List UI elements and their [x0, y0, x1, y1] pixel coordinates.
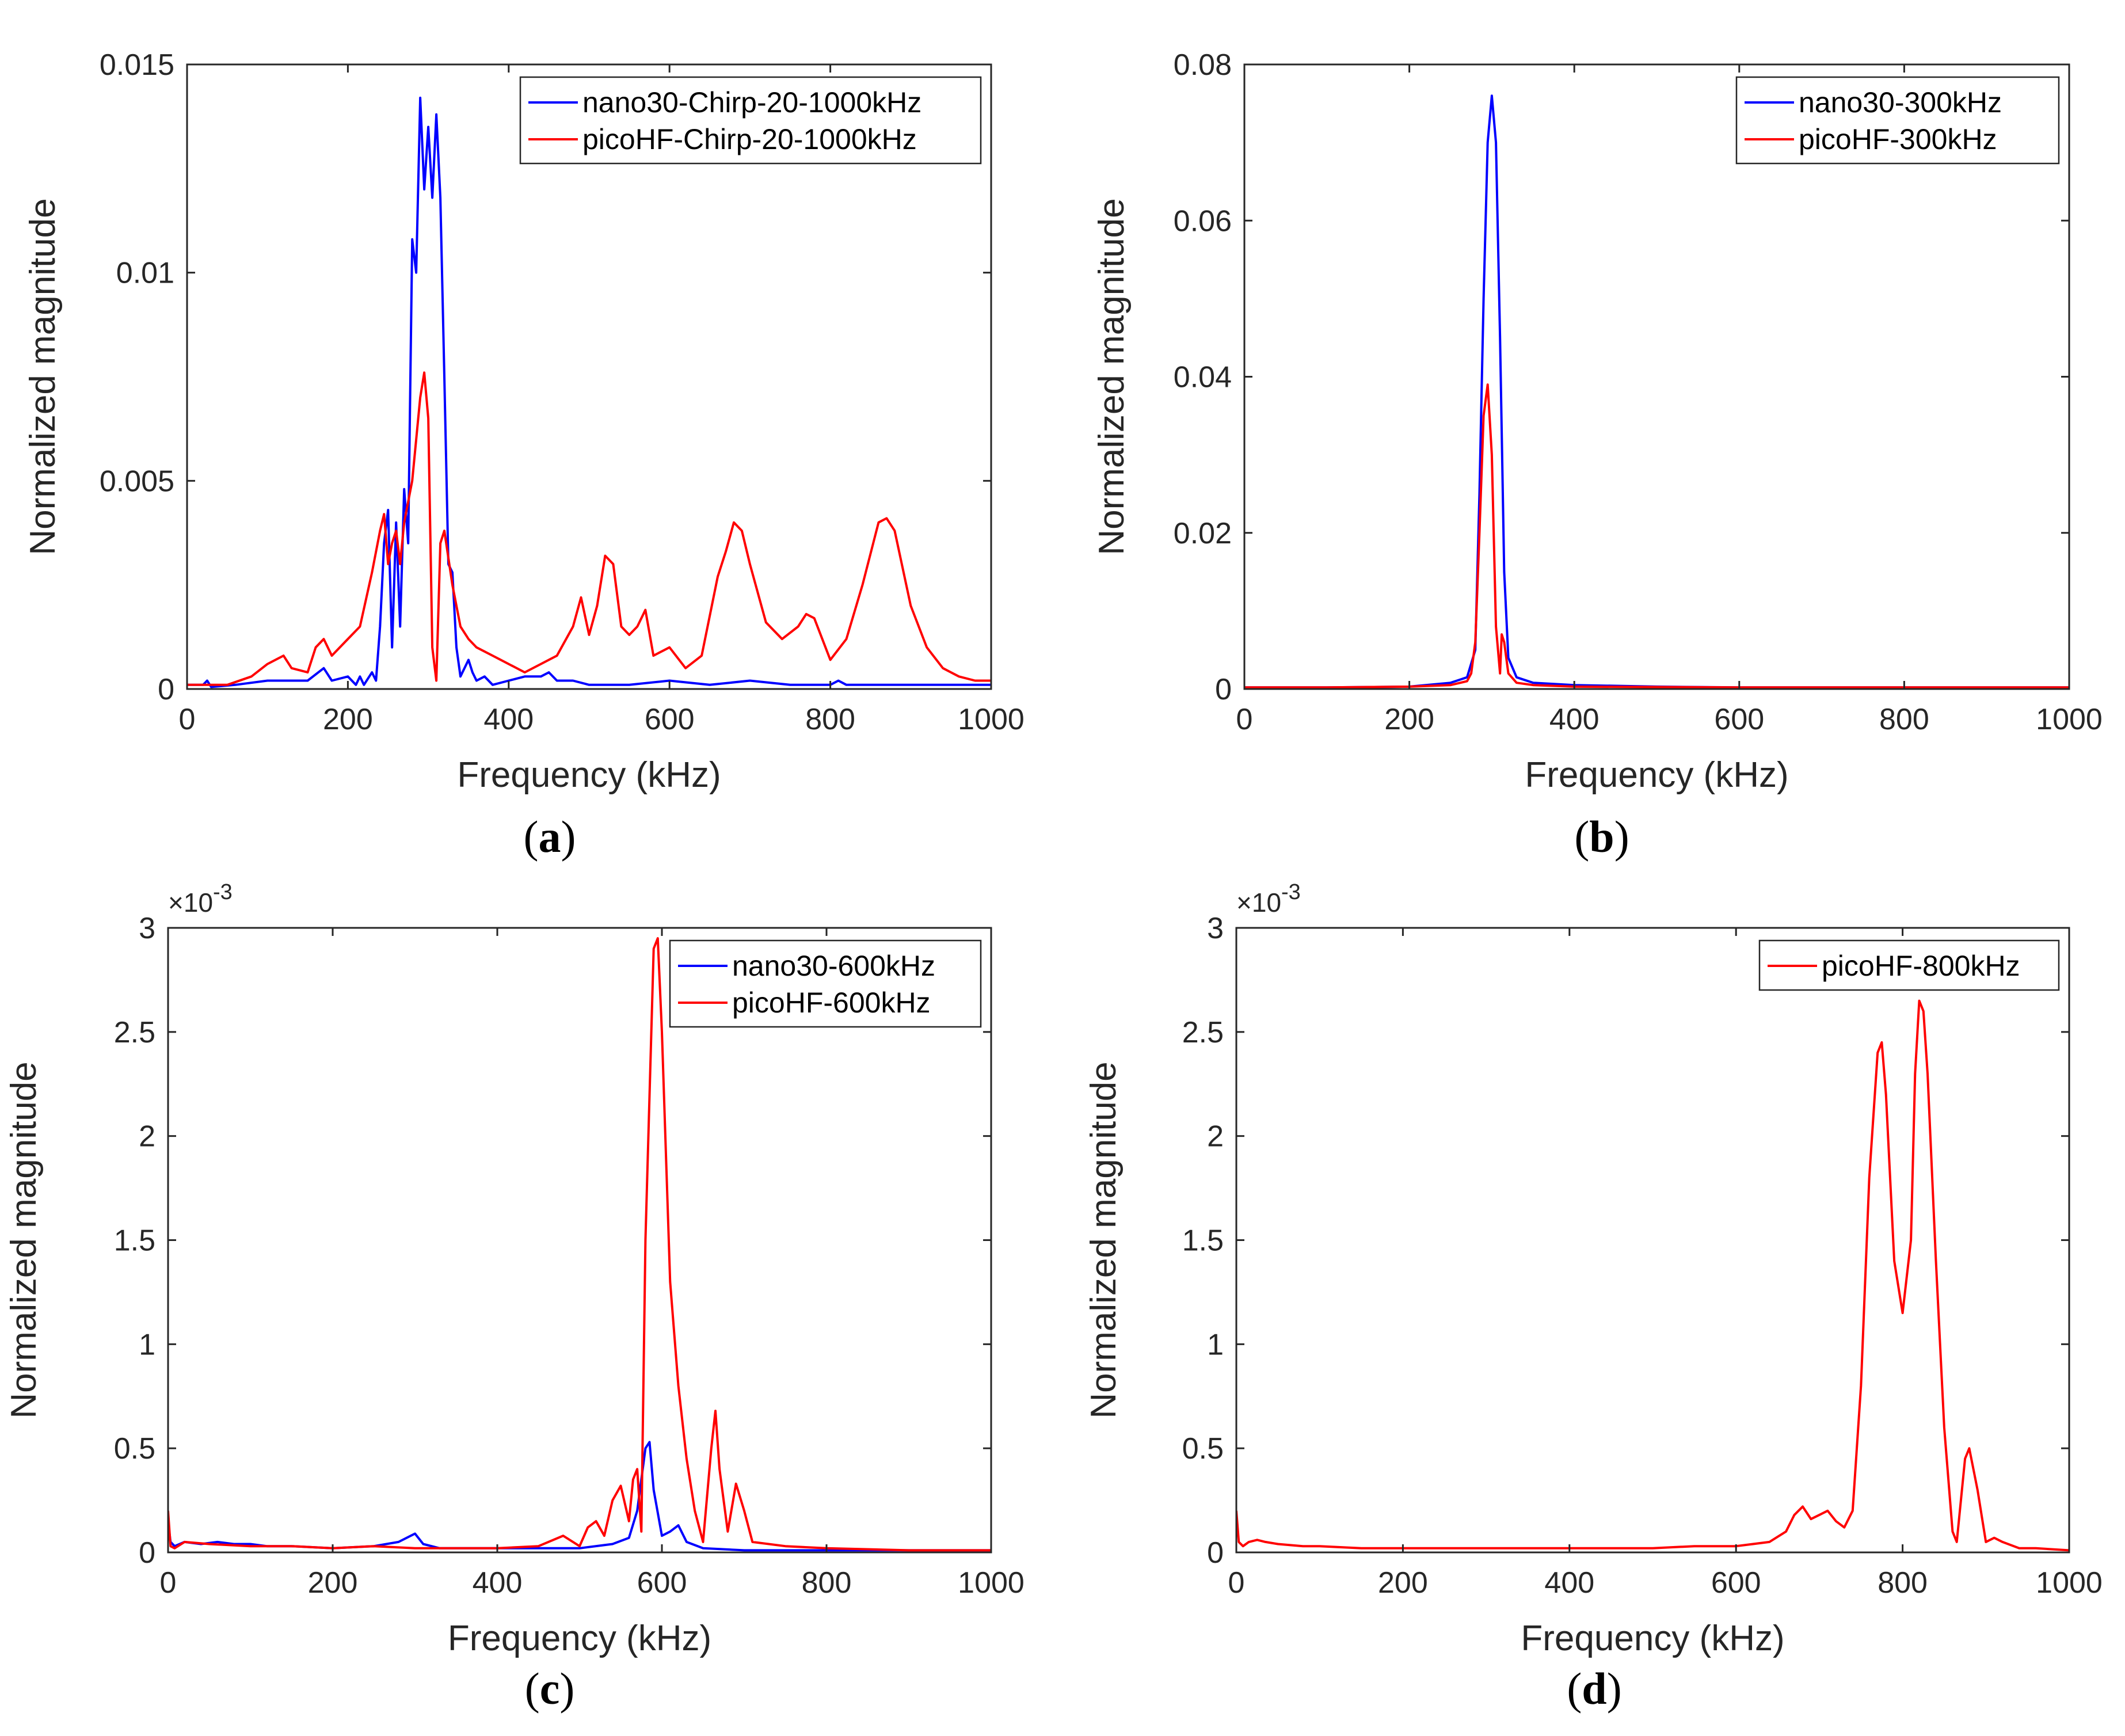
y-axis-label: Normalized magnitude	[4, 1061, 44, 1418]
y-tick-label: 3	[1207, 912, 1224, 945]
y-tick-label: 1	[1207, 1328, 1224, 1361]
y-tick-label: 0.06	[1174, 204, 1232, 238]
x-axis-label: Frequency (kHz)	[448, 1619, 711, 1658]
legend-entry: picoHF-300kHz	[1799, 123, 1997, 155]
x-tick-label: 800	[1879, 703, 1929, 736]
y-axis-label: Normalized magnitude	[23, 198, 63, 555]
panel-letter: d	[1582, 1663, 1606, 1714]
x-tick-label: 600	[1711, 1566, 1761, 1600]
y-tick-label: 2	[1207, 1120, 1224, 1153]
y-tick-label: 0.01	[116, 257, 174, 290]
x-tick-label: 1000	[958, 703, 1025, 736]
y-tick-label: 0.02	[1174, 517, 1232, 550]
axes-box	[186, 63, 992, 690]
series-line-picoHF-300kHz	[1244, 383, 2069, 689]
x-tick-label: 0	[179, 703, 196, 736]
x-tick-label: 400	[1544, 1566, 1594, 1600]
y-tick-label: 3	[139, 912, 155, 945]
legend-entry: nano30-600kHz	[732, 950, 935, 982]
plot-area	[168, 928, 991, 1552]
plot-area	[1244, 64, 2069, 689]
x-axis-label: Frequency (kHz)	[457, 755, 721, 795]
panel-caption: (a)	[524, 812, 576, 862]
legend-entry: nano30-300kHz	[1799, 86, 2002, 119]
exponent-base: ×10	[168, 888, 213, 918]
x-tick-label: 1000	[2036, 1566, 2103, 1600]
panel-caption: (c)	[525, 1663, 575, 1714]
x-tick-label: 0	[160, 1566, 177, 1600]
y-tick-label: 0.5	[114, 1432, 155, 1465]
y-exponent-label: ×10-3	[1236, 880, 1301, 918]
y-tick-label: 2.5	[1182, 1016, 1224, 1049]
exponent-power: -3	[213, 880, 233, 904]
x-tick-label: 600	[645, 703, 695, 736]
panel-letter: b	[1589, 812, 1614, 862]
y-tick-label: 0	[1207, 1536, 1224, 1570]
x-tick-label: 600	[1714, 703, 1764, 736]
y-tick-label: 1	[139, 1328, 155, 1361]
legend-entry: nano30-Chirp-20-1000kHz	[582, 86, 921, 119]
x-tick-label: 0	[1236, 703, 1253, 736]
y-tick-label: 0	[1215, 673, 1232, 706]
x-tick-label: 1000	[2036, 703, 2103, 736]
panel-c: 0 200 400 600 800 1000 0 0.5 1 1.5 2 2.5 3 ×10-3 Frequ…	[4, 880, 1025, 1714]
x-tick-label: 800	[805, 703, 855, 736]
exponent-power: -3	[1281, 880, 1301, 904]
y-tick-label: 0.005	[100, 465, 174, 498]
x-tick-label: 200	[1378, 1566, 1428, 1600]
y-tick-label: 1.5	[114, 1224, 155, 1258]
legend-entry: picoHF-Chirp-20-1000kHz	[582, 123, 917, 155]
y-tick-label: 0.5	[1182, 1432, 1224, 1465]
x-axis-label: Frequency (kHz)	[1521, 1619, 1784, 1658]
y-tick-label: 0.08	[1174, 48, 1232, 82]
panel-caption: (d)	[1567, 1663, 1621, 1714]
legend-box	[669, 939, 982, 1028]
y-tick-label: 0.015	[100, 48, 174, 82]
x-tick-label: 600	[637, 1566, 687, 1600]
x-tick-label: 0	[1228, 1566, 1245, 1600]
y-tick-label: 2	[139, 1120, 155, 1153]
plot-area	[187, 64, 991, 689]
legend-box	[519, 76, 982, 165]
legend-entry: picoHF-800kHz	[1822, 950, 2020, 982]
x-tick-label: 800	[802, 1566, 852, 1600]
y-tick-label: 1.5	[1182, 1224, 1224, 1258]
series-line-nano30-Chirp-20-1000kHz	[187, 96, 991, 688]
x-tick-label: 400	[1549, 703, 1600, 736]
panel-b: 0 200 400 600 800 1000 0 0.02 0.04 0.06 0.08 Freque…	[1092, 48, 2103, 862]
plot-area	[1236, 928, 2069, 1552]
exponent-base: ×10	[1236, 888, 1281, 918]
y-axis-label: Normalized magnitude	[1084, 1061, 1124, 1418]
x-axis-label: Frequency (kHz)	[1525, 755, 1788, 795]
legend-entry: picoHF-600kHz	[732, 987, 931, 1019]
panel-d: 0 200 400 600 800 1000 0 0.5 1 1.5 2 2.5 3 ×10-3 Frequ…	[1084, 880, 2103, 1714]
series-line-picoHF-600kHz	[168, 937, 991, 1552]
x-tick-label: 800	[1878, 1566, 1928, 1600]
series-line-picoHF-Chirp-20-1000kHz	[187, 371, 991, 686]
y-tick-label: 2.5	[114, 1016, 155, 1049]
y-tick-label: 0	[139, 1536, 155, 1570]
x-tick-label: 400	[473, 1566, 523, 1600]
panel-letter: c	[540, 1663, 560, 1714]
panel-letter: a	[539, 812, 561, 862]
x-tick-label: 1000	[958, 1566, 1025, 1600]
panel-caption: (b)	[1574, 812, 1629, 862]
x-tick-label: 400	[483, 703, 534, 736]
x-tick-label: 200	[308, 1566, 358, 1600]
panel-a: 0 200 400 600 800 1000 0 0.005 0.01 0.015 Frequenc…	[23, 48, 1025, 862]
x-tick-label: 200	[1384, 703, 1434, 736]
series-line-picoHF-800kHz	[1236, 999, 2069, 1552]
y-exponent-label: ×10-3	[168, 880, 233, 918]
x-tick-label: 200	[323, 703, 373, 736]
y-tick-label: 0	[158, 673, 174, 706]
legend-box	[1735, 76, 2060, 165]
y-tick-label: 0.04	[1174, 361, 1232, 394]
y-axis-label: Normalized magnitude	[1092, 198, 1132, 555]
